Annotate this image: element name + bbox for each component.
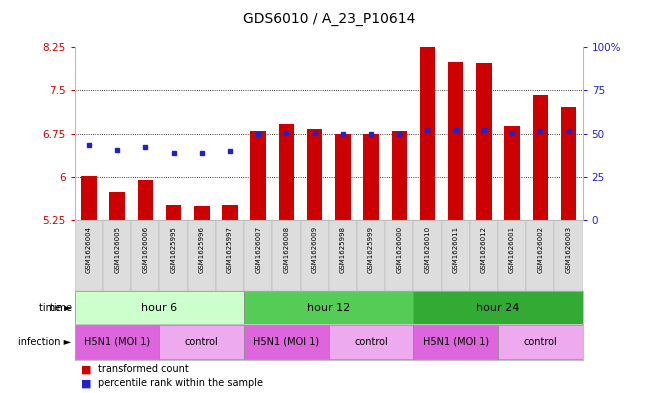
Bar [137,180,153,220]
Bar [441,220,470,291]
Bar [159,220,187,291]
Text: GSM1625998: GSM1625998 [340,226,346,273]
Text: GSM1626008: GSM1626008 [283,226,290,273]
Text: GSM1626012: GSM1626012 [481,226,487,273]
Text: H5N1 (MOI 1): H5N1 (MOI 1) [422,337,489,347]
Text: H5N1 (MOI 1): H5N1 (MOI 1) [84,337,150,347]
Text: hour 24: hour 24 [477,303,519,312]
Bar [335,134,351,220]
Bar [187,220,216,291]
Bar [413,292,583,323]
Text: GSM1626009: GSM1626009 [312,226,318,273]
Bar [385,220,413,291]
Bar [75,292,244,323]
Bar [244,292,413,323]
Bar [357,220,385,291]
Bar [476,63,492,220]
Text: infection ►: infection ► [18,337,72,347]
Text: GSM1626010: GSM1626010 [424,226,430,273]
Bar [498,220,526,291]
Text: GSM1626000: GSM1626000 [396,226,402,273]
Bar [272,220,301,291]
Text: time: time [49,303,75,312]
Text: GSM1625999: GSM1625999 [368,226,374,273]
Text: GSM1626002: GSM1626002 [537,226,544,273]
Text: transformed count: transformed count [98,364,188,375]
Text: control: control [185,337,219,347]
Bar [448,62,464,220]
Bar [470,220,498,291]
Bar [526,220,555,291]
Bar [329,325,413,359]
Text: GSM1626006: GSM1626006 [143,226,148,273]
Bar [75,325,159,359]
Bar [498,325,583,359]
Text: GDS6010 / A_23_P10614: GDS6010 / A_23_P10614 [243,12,415,26]
Bar [194,206,210,220]
Text: control: control [354,337,388,347]
Bar [413,220,441,291]
Bar [391,131,407,220]
Text: GSM1626001: GSM1626001 [509,226,515,273]
Bar [533,95,548,220]
Bar [75,220,103,291]
Bar [505,126,520,220]
Text: hour 12: hour 12 [307,303,350,312]
Text: ■: ■ [81,378,92,388]
Bar [420,36,436,220]
Bar [329,220,357,291]
Text: GSM1625997: GSM1625997 [227,226,233,273]
Text: GSM1626011: GSM1626011 [452,226,459,273]
Bar [561,107,576,220]
Bar [132,220,159,291]
Text: percentile rank within the sample: percentile rank within the sample [98,378,262,388]
Bar [301,220,329,291]
Text: control: control [523,337,557,347]
Bar [279,124,294,220]
Bar [166,204,182,220]
Text: GSM1626003: GSM1626003 [566,226,572,273]
Bar [363,134,379,220]
Bar [555,220,583,291]
Bar [244,325,329,359]
Text: GSM1626004: GSM1626004 [86,226,92,273]
Text: time ►: time ► [39,303,72,312]
Text: H5N1 (MOI 1): H5N1 (MOI 1) [253,337,320,347]
Text: hour 6: hour 6 [141,303,178,312]
Bar [222,205,238,220]
Bar [307,129,322,220]
Bar [244,220,272,291]
Bar [159,325,244,359]
Bar [413,325,498,359]
Bar [216,220,244,291]
Text: GSM1626007: GSM1626007 [255,226,261,273]
Bar [251,131,266,220]
Text: GSM1625996: GSM1625996 [199,226,205,273]
Text: ■: ■ [81,364,92,375]
Bar [103,220,132,291]
Bar [81,176,97,220]
Bar [109,193,125,220]
Text: GSM1626005: GSM1626005 [114,226,120,273]
Text: GSM1625995: GSM1625995 [171,226,176,273]
